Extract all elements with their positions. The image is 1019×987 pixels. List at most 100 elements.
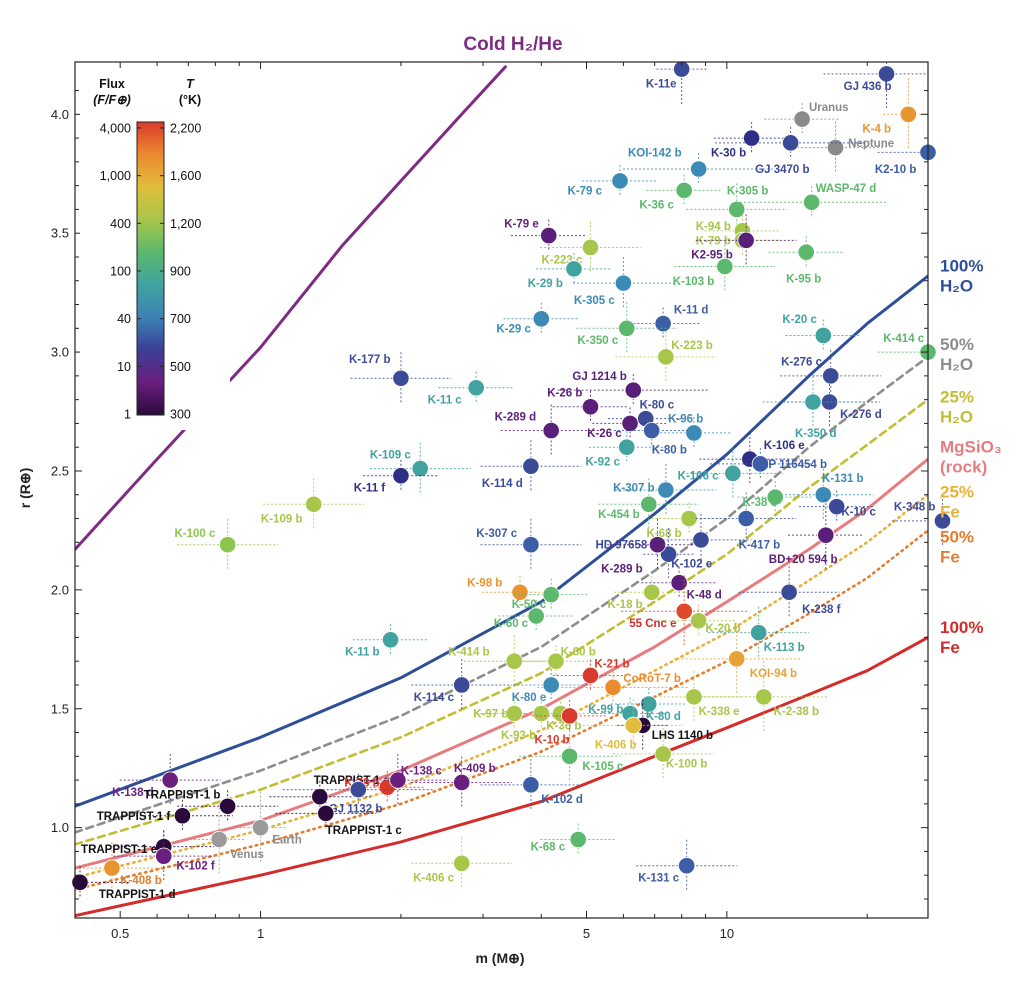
planet-marker bbox=[751, 455, 769, 473]
planet-marker bbox=[565, 260, 583, 278]
planet-marker bbox=[780, 583, 798, 601]
planet-marker bbox=[750, 624, 768, 642]
curve-100-h-o bbox=[75, 274, 928, 808]
planet-label: K-223 b bbox=[671, 340, 713, 352]
colorbar-ticks: 4,000 1,000 400 100 40 10 1 2,200 1,600 1,200 900 7… bbox=[100, 122, 202, 422]
planet-k-96-b: K-96 b bbox=[656, 414, 732, 449]
x-tick-label: 10 bbox=[720, 926, 734, 941]
planet-k-29-c: K-29 c bbox=[496, 302, 580, 335]
planet-k-95-b: K-95 b bbox=[768, 236, 845, 285]
planet-label: K-138 d bbox=[112, 787, 154, 799]
curve-label-sub-25-fe: Fe bbox=[940, 503, 960, 522]
axis-ticks: 0.5 1 5 10 1.0 1.5 2.0 2.5 3.0 3.5 4.0 bbox=[51, 62, 928, 941]
planet-label: K-96 b bbox=[668, 414, 703, 426]
planet-k-276-c: K-276 c bbox=[780, 349, 882, 402]
planet-label: K-20 b bbox=[706, 623, 741, 635]
chart-title: Cold H₂/He bbox=[463, 34, 562, 55]
planet-k-48-d: K-48 d bbox=[641, 566, 722, 602]
planet-label: K-10 c bbox=[841, 506, 876, 518]
planet-label: K-289 b bbox=[601, 563, 643, 575]
planet-marker bbox=[690, 612, 708, 630]
planet-label: GJ 436 b bbox=[844, 81, 892, 93]
colorbar-temp-tick-label: 700 bbox=[170, 312, 191, 326]
planet-marker bbox=[814, 326, 832, 345]
planet-k-79-c: K-79 c bbox=[568, 164, 658, 197]
planet-marker bbox=[411, 459, 429, 478]
planet-label: K-276 d bbox=[840, 409, 882, 421]
planet-label: 55 Cnc e bbox=[629, 618, 676, 630]
planet-label: K-79 e bbox=[504, 219, 539, 231]
planet-marker bbox=[103, 859, 121, 877]
planet-marker bbox=[542, 421, 560, 440]
planet-k-102-e: K-102 e bbox=[650, 513, 752, 571]
planet-marker bbox=[522, 776, 540, 794]
planet-label: K-11 d bbox=[674, 304, 709, 316]
planet-k-289-b: K-289 b bbox=[601, 518, 708, 575]
planet-label: GJ 1132 b bbox=[329, 804, 383, 816]
colorbar-temp-tick-label: 1,600 bbox=[170, 169, 201, 183]
colorbar-temp-tick-label: 2,200 bbox=[170, 122, 201, 136]
planet-marker bbox=[511, 583, 529, 601]
planet-label: K-350 c bbox=[577, 335, 619, 347]
planet-k-11-b: K-11 b bbox=[345, 623, 429, 659]
planet-label: K-100 b bbox=[666, 758, 708, 770]
planet-label: K-350 d bbox=[795, 428, 837, 440]
planet-marker bbox=[648, 536, 667, 554]
planet-k-2-38-b: K-2-38 b bbox=[700, 660, 827, 733]
planet-marker bbox=[817, 526, 835, 544]
planet-label: K-80 c bbox=[640, 399, 675, 411]
planet-marker bbox=[561, 707, 579, 725]
planet-marker bbox=[581, 398, 600, 416]
planet-k-305-b: K-305 b bbox=[686, 183, 788, 236]
planet-k-114-c: K-114 c bbox=[411, 658, 513, 711]
planet-marker bbox=[317, 804, 335, 822]
curve-50-fe bbox=[75, 529, 928, 891]
planet-venus: Venus bbox=[193, 803, 264, 876]
planet-label: K-454 b bbox=[598, 509, 640, 521]
planet-koi-142-b: KOI-142 b bbox=[623, 147, 775, 185]
planet-label: TRAPPIST-1 g bbox=[314, 775, 391, 787]
planet-marker bbox=[675, 602, 693, 620]
planet-label: K-307 c bbox=[476, 528, 518, 540]
planet-marker bbox=[311, 788, 329, 806]
planet-label: K-102 d bbox=[541, 794, 583, 806]
planet-k-307-b: K-307 b bbox=[613, 464, 717, 516]
y-tick-label: 1.5 bbox=[51, 701, 69, 716]
planet-marker bbox=[542, 586, 560, 604]
planet-label: HIP 116454 b bbox=[757, 459, 827, 471]
planet-marker bbox=[210, 830, 228, 849]
planet-k-100-b: K-100 b bbox=[612, 727, 714, 780]
planet-k-50-c: K-50 c bbox=[512, 578, 589, 611]
planet-wasp-47-d: WASP-47 d bbox=[736, 183, 888, 219]
planet-label: K-305 b bbox=[727, 185, 769, 197]
curve-label-sub-mgsio-rock: (rock) bbox=[940, 457, 987, 476]
planet-label: K-60 c bbox=[494, 618, 529, 630]
planet-label: K-36 c bbox=[639, 200, 674, 212]
planet-marker bbox=[797, 243, 815, 261]
planet-label: K-113 b bbox=[764, 642, 805, 654]
planet-koi-94-b: KOI-94 b bbox=[673, 622, 800, 695]
planet-marker bbox=[643, 421, 661, 440]
colorbar-temp-tick-label: 500 bbox=[170, 360, 191, 374]
planet-k-60-c: K-60 c bbox=[494, 600, 574, 633]
curve-50-h-o bbox=[75, 355, 928, 834]
planet-label: K-11e bbox=[646, 78, 677, 90]
planet-marker bbox=[782, 134, 800, 152]
planet-k-409-b: K-409 b bbox=[411, 756, 513, 809]
planet-label: K-30 b bbox=[711, 147, 746, 159]
planet-marker bbox=[766, 488, 784, 506]
planet-label: K-109 b bbox=[261, 514, 303, 526]
planet-label: TRAPPIST-1 e bbox=[81, 844, 157, 856]
planet-marker bbox=[654, 745, 672, 763]
planet-k-98-b: K-98 b bbox=[467, 576, 558, 609]
planet-gj-436-b: GJ 436 b bbox=[823, 62, 928, 110]
planet-bd-20-594-b: BD+20 594 b bbox=[769, 499, 864, 572]
planet-label: K-26 b bbox=[547, 388, 582, 400]
planet-label: K-50 c bbox=[512, 599, 547, 611]
planet-marker bbox=[389, 771, 407, 789]
planet-label: K-406 b bbox=[595, 739, 637, 751]
planet-marker bbox=[569, 830, 587, 849]
curve-25-fe bbox=[75, 493, 928, 879]
planet-points: K-11e GJ 436 b Uranus K-4 b Neptune KOI-142 b… bbox=[71, 60, 952, 901]
planet-marker bbox=[453, 854, 471, 872]
